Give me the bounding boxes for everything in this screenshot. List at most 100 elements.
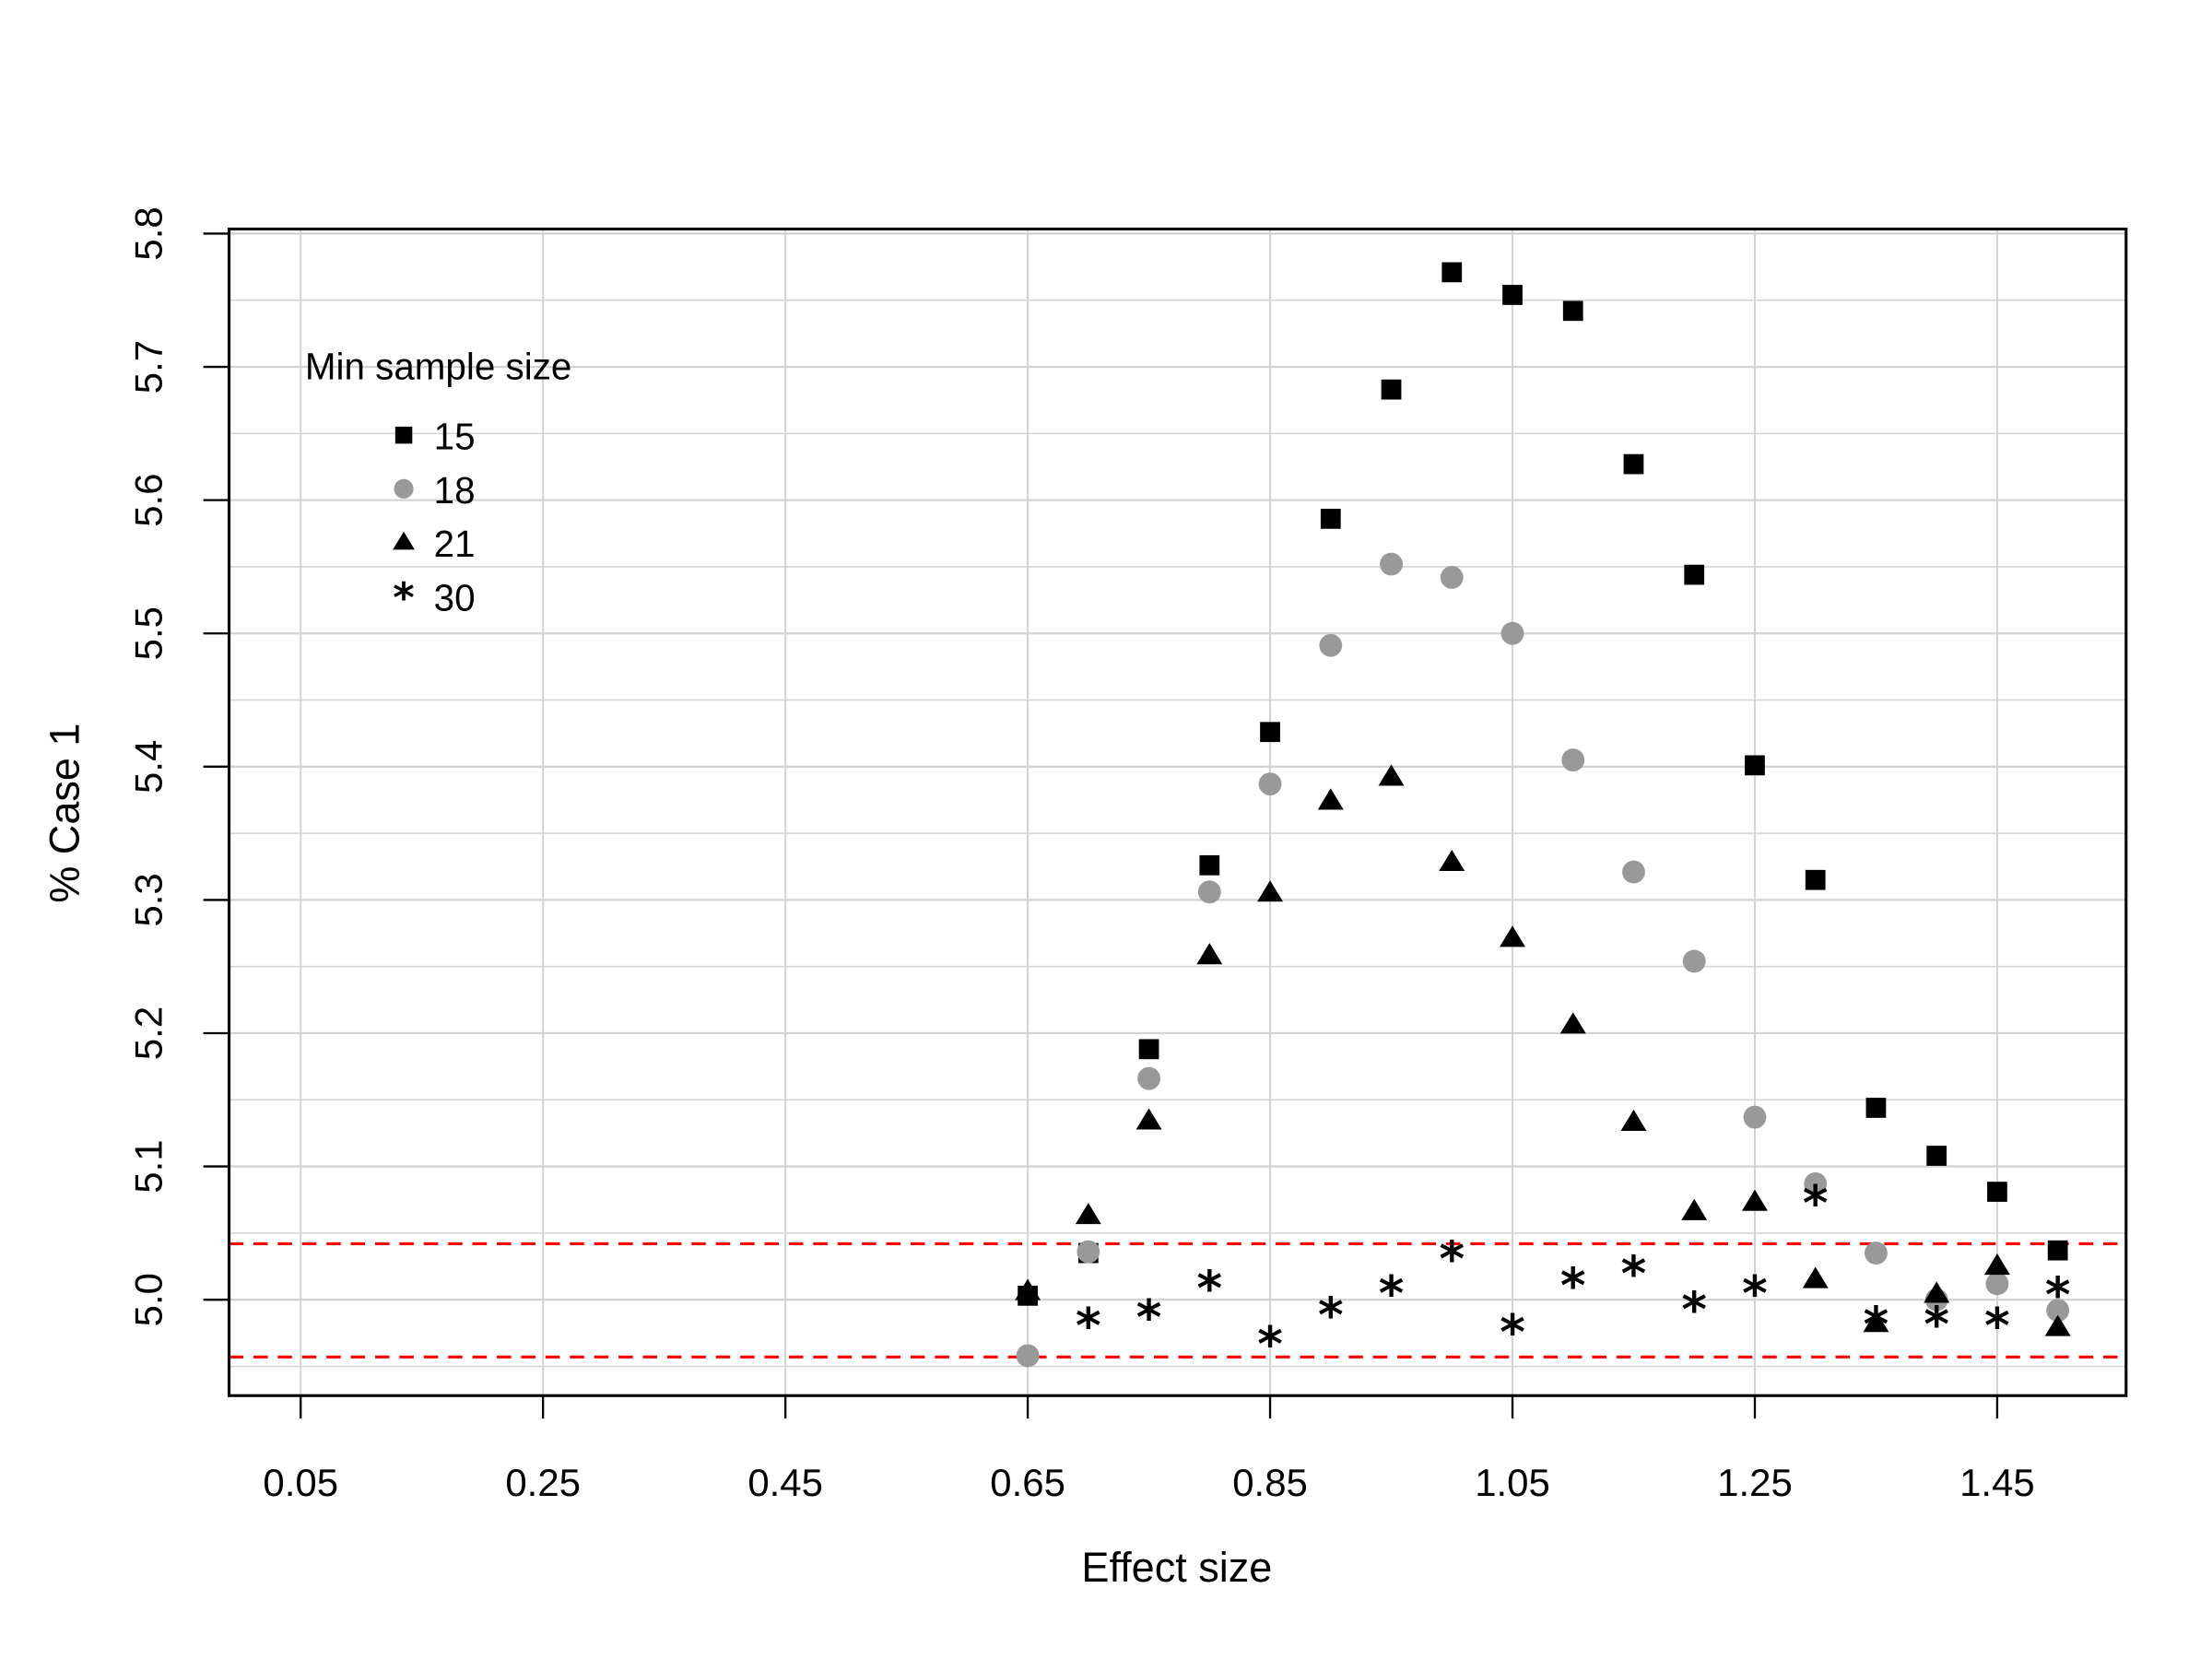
circle-marker-icon xyxy=(394,478,414,499)
circle-marker-icon xyxy=(1380,552,1403,576)
y-axis: 5.0 5.1 5.2 5.3 5.4 5.5 5.6 5.7 5.8 xyxy=(127,206,229,1326)
circle-marker-icon xyxy=(1682,949,1706,973)
series-21 xyxy=(1015,764,2071,1336)
square-marker-icon xyxy=(1865,1098,1887,1118)
triangle-marker-icon xyxy=(1439,849,1465,872)
square-marker-icon xyxy=(1926,1146,1947,1166)
x-tick-label: 1.25 xyxy=(1717,1461,1793,1504)
square-marker-icon xyxy=(1684,564,1705,585)
circle-marker-icon xyxy=(1622,860,1645,884)
x-tick-label: 0.45 xyxy=(747,1461,823,1504)
square-marker-icon xyxy=(2047,1240,2068,1261)
triangle-marker-icon xyxy=(1802,1266,1829,1288)
square-marker-icon xyxy=(1623,453,1644,475)
x-tick-label: 1.05 xyxy=(1475,1461,1550,1504)
triangle-marker-icon xyxy=(393,531,415,550)
data-points: * * * * * * * * * * * * * * * * * xyxy=(1015,262,2071,1373)
square-marker-icon xyxy=(1502,285,1523,305)
x-tick-label: 0.05 xyxy=(263,1461,338,1504)
circle-marker-icon xyxy=(1016,1344,1040,1368)
triangle-marker-icon xyxy=(1015,1278,1041,1300)
triangle-marker-icon xyxy=(1741,1189,1768,1211)
x-axis-title: Effect size xyxy=(1081,1544,1272,1591)
square-marker-icon xyxy=(1441,262,1463,283)
star-marker-icon: * xyxy=(1864,1297,1889,1353)
y-tick-label: 5.0 xyxy=(127,1273,171,1326)
grid-lines xyxy=(229,229,2126,1396)
circle-marker-icon xyxy=(1137,1066,1160,1090)
circle-marker-icon xyxy=(1743,1105,1767,1129)
legend-title: Min sample size xyxy=(305,346,571,388)
star-marker-icon: * xyxy=(1621,1246,1647,1302)
star-marker-icon: * xyxy=(1257,1317,1283,1373)
triangle-marker-icon xyxy=(1196,943,1223,965)
star-marker-icon: * xyxy=(1984,1298,2010,1354)
star-marker-icon: * xyxy=(1136,1290,1162,1347)
square-marker-icon xyxy=(1260,722,1280,743)
legend-item-15: 15 xyxy=(394,416,476,458)
circle-marker-icon xyxy=(2046,1299,2070,1323)
triangle-marker-icon xyxy=(1135,1108,1162,1130)
square-marker-icon xyxy=(1199,854,1220,876)
legend: Min sample size 15 18 21 * 30 xyxy=(305,346,571,622)
y-axis-title: % Case 1 xyxy=(41,724,88,903)
star-marker-icon: * xyxy=(2045,1267,2071,1324)
y-tick-label: 5.1 xyxy=(127,1139,171,1193)
star-marker-icon: * xyxy=(1379,1266,1405,1323)
square-marker-icon xyxy=(1745,755,1765,776)
legend-item-21: 21 xyxy=(393,523,476,565)
square-marker-icon xyxy=(1320,509,1341,529)
square-marker-icon xyxy=(1562,300,1583,322)
star-marker-icon: * xyxy=(1500,1305,1525,1361)
circle-marker-icon xyxy=(1561,748,1585,772)
x-tick-label: 0.85 xyxy=(1232,1461,1308,1504)
triangle-marker-icon xyxy=(1620,1109,1647,1131)
x-axis: 0.05 0.25 0.45 0.65 0.85 1.05 1.25 1.45 xyxy=(263,1395,2035,1504)
circle-marker-icon xyxy=(1319,633,1343,657)
legend-label: 30 xyxy=(434,576,476,618)
triangle-marker-icon xyxy=(1317,788,1344,810)
star-marker-icon: * xyxy=(1076,1298,1101,1354)
circle-marker-icon xyxy=(1804,1171,1828,1195)
x-tick-label: 1.45 xyxy=(1959,1461,2035,1504)
square-marker-icon xyxy=(394,426,413,444)
y-tick-label: 5.8 xyxy=(127,206,171,260)
y-tick-label: 5.2 xyxy=(127,1006,171,1060)
triangle-marker-icon xyxy=(1559,1012,1586,1034)
circle-marker-icon xyxy=(1865,1241,1888,1265)
legend-item-30: * 30 xyxy=(393,573,475,622)
star-marker-icon: * xyxy=(1439,1231,1465,1288)
triangle-marker-icon xyxy=(1924,1281,1950,1303)
triangle-marker-icon xyxy=(1257,880,1284,902)
star-marker-icon: * xyxy=(393,573,414,622)
circle-marker-icon xyxy=(1197,880,1221,904)
square-marker-icon xyxy=(1381,379,1402,400)
star-marker-icon: * xyxy=(1681,1282,1707,1338)
square-marker-icon xyxy=(1987,1182,2007,1202)
star-marker-icon: * xyxy=(1742,1266,1768,1323)
triangle-marker-icon xyxy=(1378,764,1405,786)
square-marker-icon xyxy=(1138,1039,1159,1060)
y-tick-label: 5.5 xyxy=(127,606,171,660)
y-tick-label: 5.7 xyxy=(127,340,171,394)
circle-marker-icon xyxy=(1258,772,1282,796)
star-marker-icon: * xyxy=(1196,1261,1222,1317)
circle-marker-icon xyxy=(1500,621,1524,645)
y-tick-label: 5.4 xyxy=(127,740,171,794)
circle-marker-icon xyxy=(1077,1240,1100,1264)
triangle-marker-icon xyxy=(1500,925,1525,947)
triangle-marker-icon xyxy=(1681,1198,1708,1220)
circle-marker-icon xyxy=(1440,566,1464,589)
circle-marker-icon xyxy=(1985,1272,2009,1296)
triangle-marker-icon xyxy=(1075,1203,1101,1225)
y-tick-label: 5.6 xyxy=(127,474,171,527)
triangle-marker-icon xyxy=(1983,1253,2010,1276)
plot-frame xyxy=(227,227,2128,1397)
star-marker-icon: * xyxy=(1318,1288,1344,1344)
series-15 xyxy=(1018,262,2068,1306)
legend-label: 18 xyxy=(434,469,476,512)
x-tick-label: 0.25 xyxy=(505,1461,581,1504)
triangle-marker-icon xyxy=(1863,1311,1889,1333)
legend-item-18: 18 xyxy=(394,469,476,512)
